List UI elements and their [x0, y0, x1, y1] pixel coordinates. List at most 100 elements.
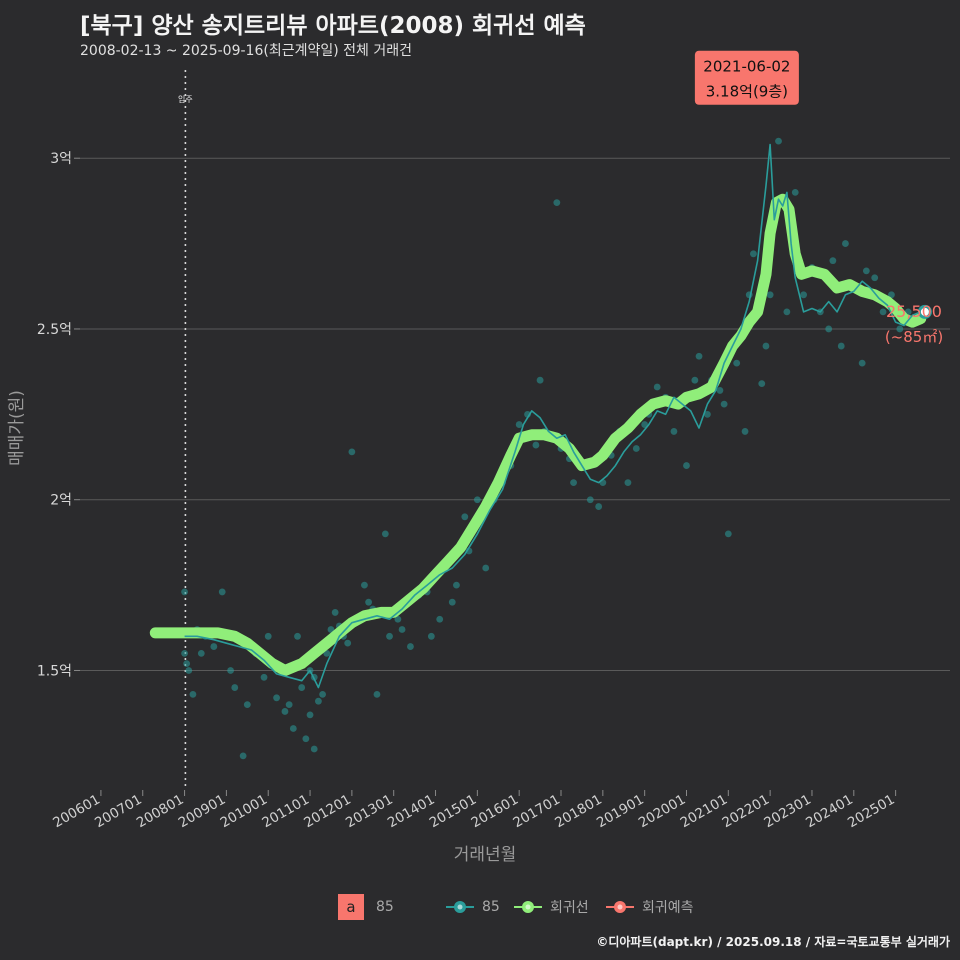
scatter-point [842, 240, 849, 247]
y-tick-label: 2억 [50, 493, 72, 509]
scatter-point [632, 445, 640, 452]
scatter-point [331, 609, 339, 616]
scatter-point [231, 684, 239, 691]
scatter-point [394, 615, 402, 623]
tooltip-box [694, 50, 799, 105]
scatter-point [323, 649, 331, 657]
x-tick-label: 201801 [552, 792, 605, 832]
footer-credit: ©디아파트(dapt.kr) / 2025.09.18 / 자료=국토교통부 실… [596, 935, 950, 949]
scatter-point [298, 684, 306, 691]
scatter-point [344, 639, 352, 647]
scatter-point [896, 325, 904, 333]
scatter-point [570, 479, 577, 487]
scatter-point [281, 708, 289, 715]
legend-item-forecast[interactable]: 회귀예측 [606, 892, 694, 922]
scatter-point [766, 291, 774, 299]
x-tick-label: 200801 [134, 792, 187, 832]
scatter-point [670, 428, 678, 435]
scatter-point [791, 188, 799, 196]
scatter-point [310, 745, 318, 753]
scatter-point [239, 752, 247, 760]
scatter-point [775, 137, 782, 145]
legend-box-label: 85 [376, 899, 394, 915]
scatter-point [720, 400, 728, 408]
x-tick-label: 201301 [343, 792, 396, 832]
scatter-point [695, 352, 703, 360]
scatter-point [862, 267, 870, 275]
y-tick-label: 3억 [50, 151, 72, 167]
scatter-point [398, 626, 406, 633]
x-tick-label: 201701 [510, 792, 563, 832]
scatter-point [461, 513, 469, 521]
scatter-point [386, 632, 393, 640]
scatter-point [553, 199, 561, 207]
move-in-label: 입주 [178, 95, 193, 104]
chart-subtitle: 2008-02-13 ~ 2025-09-16(최근계약일) 전체 거래건 [80, 43, 412, 59]
scatter-point [829, 257, 837, 265]
scatter-point [306, 711, 314, 719]
legend-box-item[interactable]: a 85 [338, 892, 394, 922]
x-tick-label: 201601 [469, 792, 522, 832]
end-point-marker [917, 304, 932, 319]
scatter-point [888, 291, 895, 299]
scatter-point [750, 250, 757, 258]
scatter-point [762, 342, 770, 350]
x-tick-label: 200901 [176, 792, 229, 832]
scatter-point [319, 690, 326, 698]
scatter-point [691, 376, 699, 384]
legend: a 85 85 회귀선 회귀예측 [0, 892, 960, 922]
scatter-point [595, 503, 603, 510]
line-dot-icon [446, 901, 474, 913]
scatter-point [227, 667, 234, 674]
scatter-point [532, 441, 540, 449]
scatter-point [289, 725, 297, 732]
x-tick-label: 201201 [301, 792, 354, 832]
x-tick-label: 201501 [427, 792, 480, 832]
x-tick-label: 200601 [50, 792, 103, 832]
scatter-point [302, 735, 310, 743]
x-tick-label: 202201 [720, 792, 773, 832]
tooltip-value: 3.18억(9층) [706, 83, 788, 101]
scatter-point [871, 274, 879, 282]
scatter-point [365, 598, 373, 606]
y-tick-label: 2.5억 [37, 322, 72, 338]
legend-item-regression[interactable]: 회귀선 [514, 892, 589, 922]
scatter-point [373, 690, 381, 698]
scatter-point [181, 588, 188, 596]
scatter-point [482, 564, 490, 572]
scatter-point [407, 643, 414, 650]
scatter-point [264, 632, 272, 640]
x-tick-label: 201001 [218, 792, 271, 832]
legend-item-85[interactable]: 85 [446, 892, 500, 922]
legend-box-icon: a [338, 894, 364, 920]
scatter-point [260, 673, 268, 681]
scatter-point [327, 626, 335, 633]
scatter-point [741, 428, 749, 435]
x-tick-label: 202001 [636, 792, 689, 832]
scatter-point [724, 530, 732, 538]
scatter-point [243, 701, 251, 709]
x-tick-label: 202501 [845, 792, 898, 832]
scatter-point [683, 462, 690, 469]
scatter-point [294, 632, 301, 640]
scatter-point [586, 496, 594, 504]
chart-title: [북구] 양산 송지트리뷰 아파트(2008) 회귀선 예측 [80, 13, 586, 39]
scatter-point [189, 690, 197, 698]
end-area-label: (~85㎡) [885, 328, 943, 346]
scatter-point [197, 649, 205, 657]
scatter-point [716, 387, 724, 394]
legend-label-regression: 회귀선 [550, 900, 589, 916]
scatter-point [381, 530, 389, 538]
legend-label-forecast: 회귀예측 [642, 900, 694, 916]
x-tick-label: 201901 [594, 792, 647, 832]
scatter-point [181, 649, 188, 657]
scatter-point [185, 667, 193, 674]
scatter-point [641, 421, 649, 428]
x-axis-title: 거래년월 [454, 845, 517, 865]
scatter-point [453, 581, 460, 589]
scatter-point [536, 376, 544, 384]
scatter-point [436, 615, 444, 623]
scatter-point [800, 291, 808, 299]
chart-svg: 1.5억 2억 2.5억 3억 2006012007012008012009012010… [7, 50, 950, 865]
scatter-point [825, 325, 833, 333]
